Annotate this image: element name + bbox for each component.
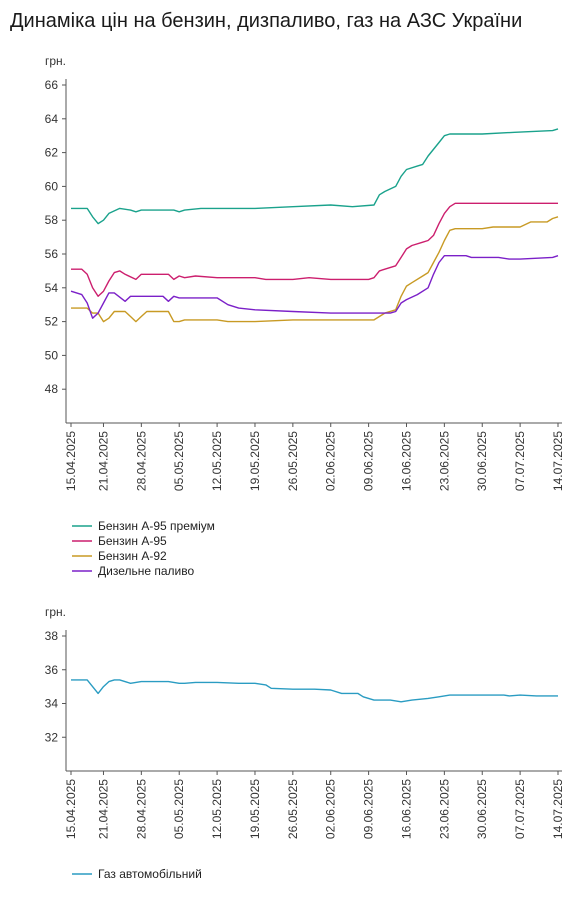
legend-label: Бензин А-95	[98, 534, 167, 548]
x-tick-label: 19.05.2025	[248, 779, 262, 839]
y-tick-label: 58	[45, 213, 59, 227]
x-tick-label: 12.05.2025	[210, 779, 224, 839]
x-tick-label: 21.04.2025	[96, 779, 110, 839]
x-tick-label: 15.04.2025	[64, 779, 78, 839]
y-tick-label: 38	[45, 629, 59, 643]
y-unit-label: грн.	[45, 605, 66, 619]
x-tick-label: 14.07.2025	[551, 779, 565, 839]
y-tick-label: 36	[45, 663, 59, 677]
y-tick-label: 50	[45, 348, 59, 362]
series-line-1	[71, 679, 558, 703]
x-tick-label: 05.05.2025	[172, 431, 186, 491]
legend-label: Газ автомобільний	[98, 867, 202, 881]
x-tick-label: 07.07.2025	[513, 431, 527, 491]
legend-label: Бензин А-92	[98, 549, 167, 563]
page-title: Динаміка цін на бензин, дизпаливо, газ н…	[10, 10, 523, 32]
y-tick-label: 54	[45, 281, 59, 295]
fuel-prices-chart: грн. 48 50 52 54 56 58 60 62 64 66 15.04.2025 21.04.…	[45, 54, 565, 578]
x-tick-label: 30.06.2025	[475, 431, 489, 491]
x-tick-label: 05.05.2025	[172, 779, 186, 839]
series-line-1	[71, 128, 559, 225]
x-tick-label: 16.06.2025	[399, 431, 413, 491]
y-tick-label: 62	[45, 146, 59, 160]
y-tick-label: 34	[45, 697, 59, 711]
x-tick-label: 09.06.2025	[362, 431, 376, 491]
x-tick-label: 16.06.2025	[399, 779, 413, 839]
y-tick-label: 52	[45, 315, 59, 329]
x-tick-label: 28.04.2025	[134, 431, 148, 491]
x-tick-label: 26.05.2025	[286, 779, 300, 839]
x-tick-label: 30.06.2025	[475, 779, 489, 839]
series-line-3	[71, 216, 559, 323]
y-tick-label: 60	[45, 179, 59, 193]
y-unit-label: грн.	[45, 54, 66, 68]
y-tick-label: 66	[45, 78, 59, 92]
x-tick-label: 26.05.2025	[286, 431, 300, 491]
y-tick-label: 64	[45, 112, 59, 126]
x-tick-label: 12.05.2025	[210, 431, 224, 491]
x-tick-label: 02.06.2025	[324, 431, 338, 491]
y-tick-label: 48	[45, 382, 59, 396]
x-tick-label: 28.04.2025	[134, 779, 148, 839]
x-tick-label: 02.06.2025	[324, 779, 338, 839]
x-tick-label: 23.06.2025	[437, 779, 451, 839]
series-line-2	[71, 202, 558, 297]
x-tick-label: 15.04.2025	[64, 431, 78, 491]
legend-label: Дизельне паливо	[98, 564, 194, 578]
y-tick-label: 56	[45, 247, 59, 261]
x-tick-label: 07.07.2025	[513, 779, 527, 839]
x-tick-label: 23.06.2025	[437, 431, 451, 491]
legend-label: Бензин А-95 преміум	[98, 519, 215, 533]
x-tick-label: 09.06.2025	[362, 779, 376, 839]
series-line-4	[70, 254, 559, 319]
x-tick-label: 21.04.2025	[96, 431, 110, 491]
x-tick-label: 19.05.2025	[248, 431, 262, 491]
y-tick-label: 32	[45, 730, 59, 744]
x-tick-label: 14.07.2025	[551, 431, 565, 491]
